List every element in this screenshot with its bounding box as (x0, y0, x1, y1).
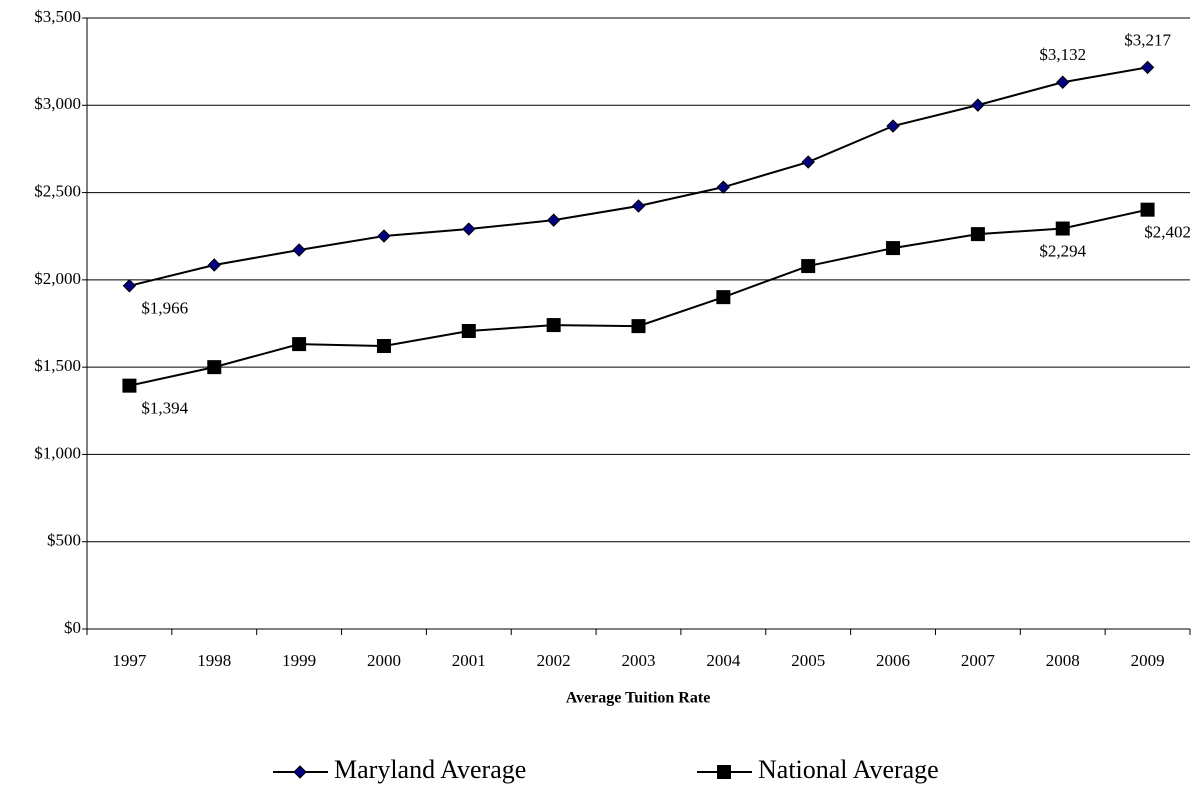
x-tick-label: 1999 (282, 651, 316, 670)
marker (122, 279, 137, 293)
marker (717, 765, 731, 779)
marker (292, 243, 306, 257)
value-label: $2,402 (1144, 223, 1191, 242)
y-tick-label: $3,500 (34, 7, 81, 26)
marker (546, 213, 561, 227)
value-label: $3,132 (1039, 45, 1086, 64)
x-tick-label: 2009 (1131, 651, 1165, 670)
x-tick-label: 1997 (112, 651, 147, 670)
series-line (129, 208, 1148, 387)
marker (292, 337, 307, 352)
value-label: $2,294 (1039, 241, 1086, 260)
marker (546, 318, 561, 333)
legend-label: Maryland Average (334, 755, 526, 784)
x-axis-title: Average Tuition Rate (566, 690, 711, 707)
marker (122, 378, 137, 393)
value-label: $1,966 (141, 299, 188, 318)
marker (1056, 75, 1070, 89)
marker (462, 222, 476, 236)
x-tick-label: 2006 (876, 651, 910, 670)
marker (716, 180, 731, 194)
marker (801, 155, 815, 169)
marker (461, 324, 476, 339)
marker (207, 258, 221, 272)
value-label: $1,394 (141, 399, 188, 418)
marker (207, 360, 222, 375)
marker (377, 229, 391, 243)
marker (886, 119, 900, 133)
marker (631, 319, 646, 334)
legend-label: National Average (758, 755, 939, 784)
marker (1140, 202, 1155, 217)
y-tick-label: $0 (64, 618, 81, 637)
value-label: $3,217 (1124, 30, 1171, 49)
y-tick-label: $500 (47, 531, 81, 550)
marker (801, 259, 816, 274)
y-tick-label: $2,500 (34, 181, 81, 200)
marker (970, 227, 985, 242)
y-tick-label: $1,500 (34, 356, 81, 375)
marker (886, 241, 901, 256)
x-tick-label: 2008 (1046, 651, 1080, 670)
y-tick-label: $2,000 (34, 269, 81, 288)
x-tick-label: 2002 (537, 651, 571, 670)
marker (1055, 221, 1070, 236)
marker (716, 290, 731, 305)
x-tick-label: 2005 (791, 651, 825, 670)
y-tick-label: $3,000 (34, 94, 81, 113)
x-tick-label: 2007 (961, 651, 996, 670)
marker (293, 765, 307, 779)
x-tick-label: 2003 (622, 651, 656, 670)
marker (1140, 60, 1155, 75)
x-tick-label: 1998 (197, 651, 231, 670)
marker (631, 199, 646, 213)
marker (971, 98, 985, 112)
y-tick-label: $1,000 (34, 443, 81, 462)
x-tick-label: 2001 (452, 651, 486, 670)
x-tick-label: 2000 (367, 651, 401, 670)
x-tick-label: 2004 (706, 651, 741, 670)
series-line (129, 66, 1148, 287)
marker (376, 339, 391, 354)
